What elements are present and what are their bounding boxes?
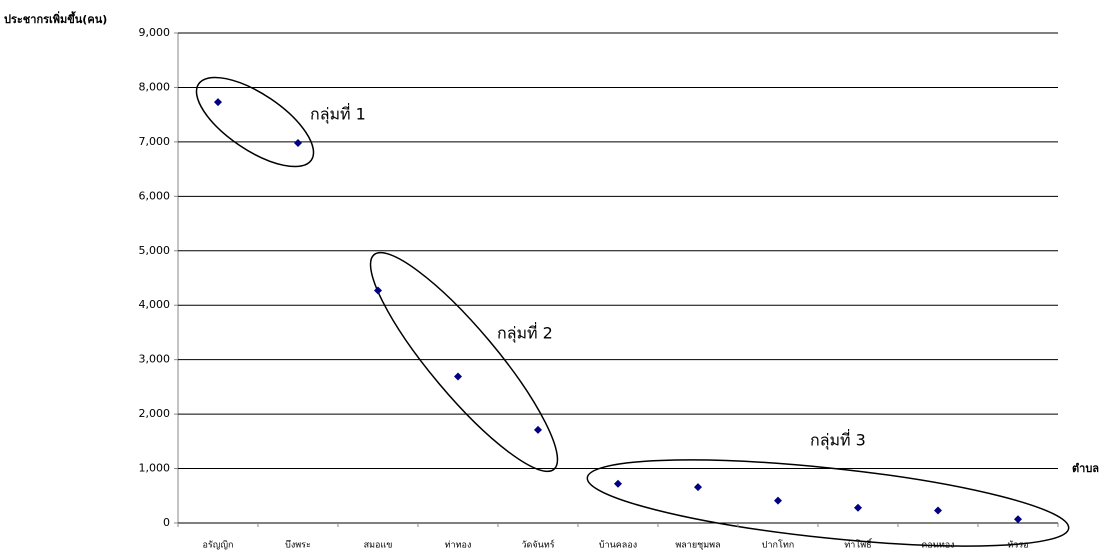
point [694, 483, 702, 492]
annotation: กลุ่มที่ 2 [497, 322, 553, 344]
y-tick-label: 4,000 [139, 298, 171, 311]
y-tick-label: 6,000 [139, 189, 171, 202]
point [1014, 515, 1022, 524]
point [214, 98, 222, 107]
x-tick-label: ท่าโพธิ์ [844, 538, 873, 551]
x-tick-label: ปากโทก [762, 540, 794, 551]
x-tick-label: พลายชุมพล [675, 541, 720, 551]
y-tick-label: 1,000 [139, 462, 171, 475]
group-outlines [195, 76, 1070, 547]
x-tick-label: บ้านคลอง [599, 540, 637, 551]
y-tick-label: 0 [163, 516, 170, 529]
y-tick-label: 5,000 [139, 244, 171, 257]
point [454, 372, 462, 381]
y-tick-label: 7,000 [139, 135, 171, 148]
point [614, 479, 622, 488]
y-tick-label: 2,000 [139, 407, 171, 420]
x-tick-label: สมอแข [364, 541, 393, 551]
point [294, 138, 302, 147]
group-outline [586, 459, 1070, 547]
point [534, 425, 542, 434]
annotation: กลุ่มที่ 3 [810, 429, 866, 451]
x-tick-label: หัวรอ [1007, 541, 1028, 551]
x-axis-label: ตำบล [1072, 462, 1099, 475]
point [774, 496, 782, 505]
x-tick-label: วัดจันทร์ [521, 539, 554, 551]
x-tick-label: อรัญญิก [202, 540, 233, 551]
x-tick-label: ดอนทอง [921, 541, 954, 551]
point [374, 286, 382, 295]
group-outline [195, 76, 315, 168]
y-tick-label: 3,000 [139, 353, 171, 366]
group-outline [369, 251, 559, 473]
x-tick-label: ท่าทอง [445, 541, 472, 551]
y-axis-label: ประชากรเพิ่มขึ้น(คน) [4, 11, 107, 26]
y-tick-label: 8,000 [139, 80, 171, 93]
y-tick-label: 9,000 [139, 26, 171, 39]
point [854, 503, 862, 512]
x-tick-label: บึงพระ [285, 540, 311, 551]
annotation: กลุ่มที่ 1 [310, 103, 366, 125]
point [934, 506, 942, 515]
